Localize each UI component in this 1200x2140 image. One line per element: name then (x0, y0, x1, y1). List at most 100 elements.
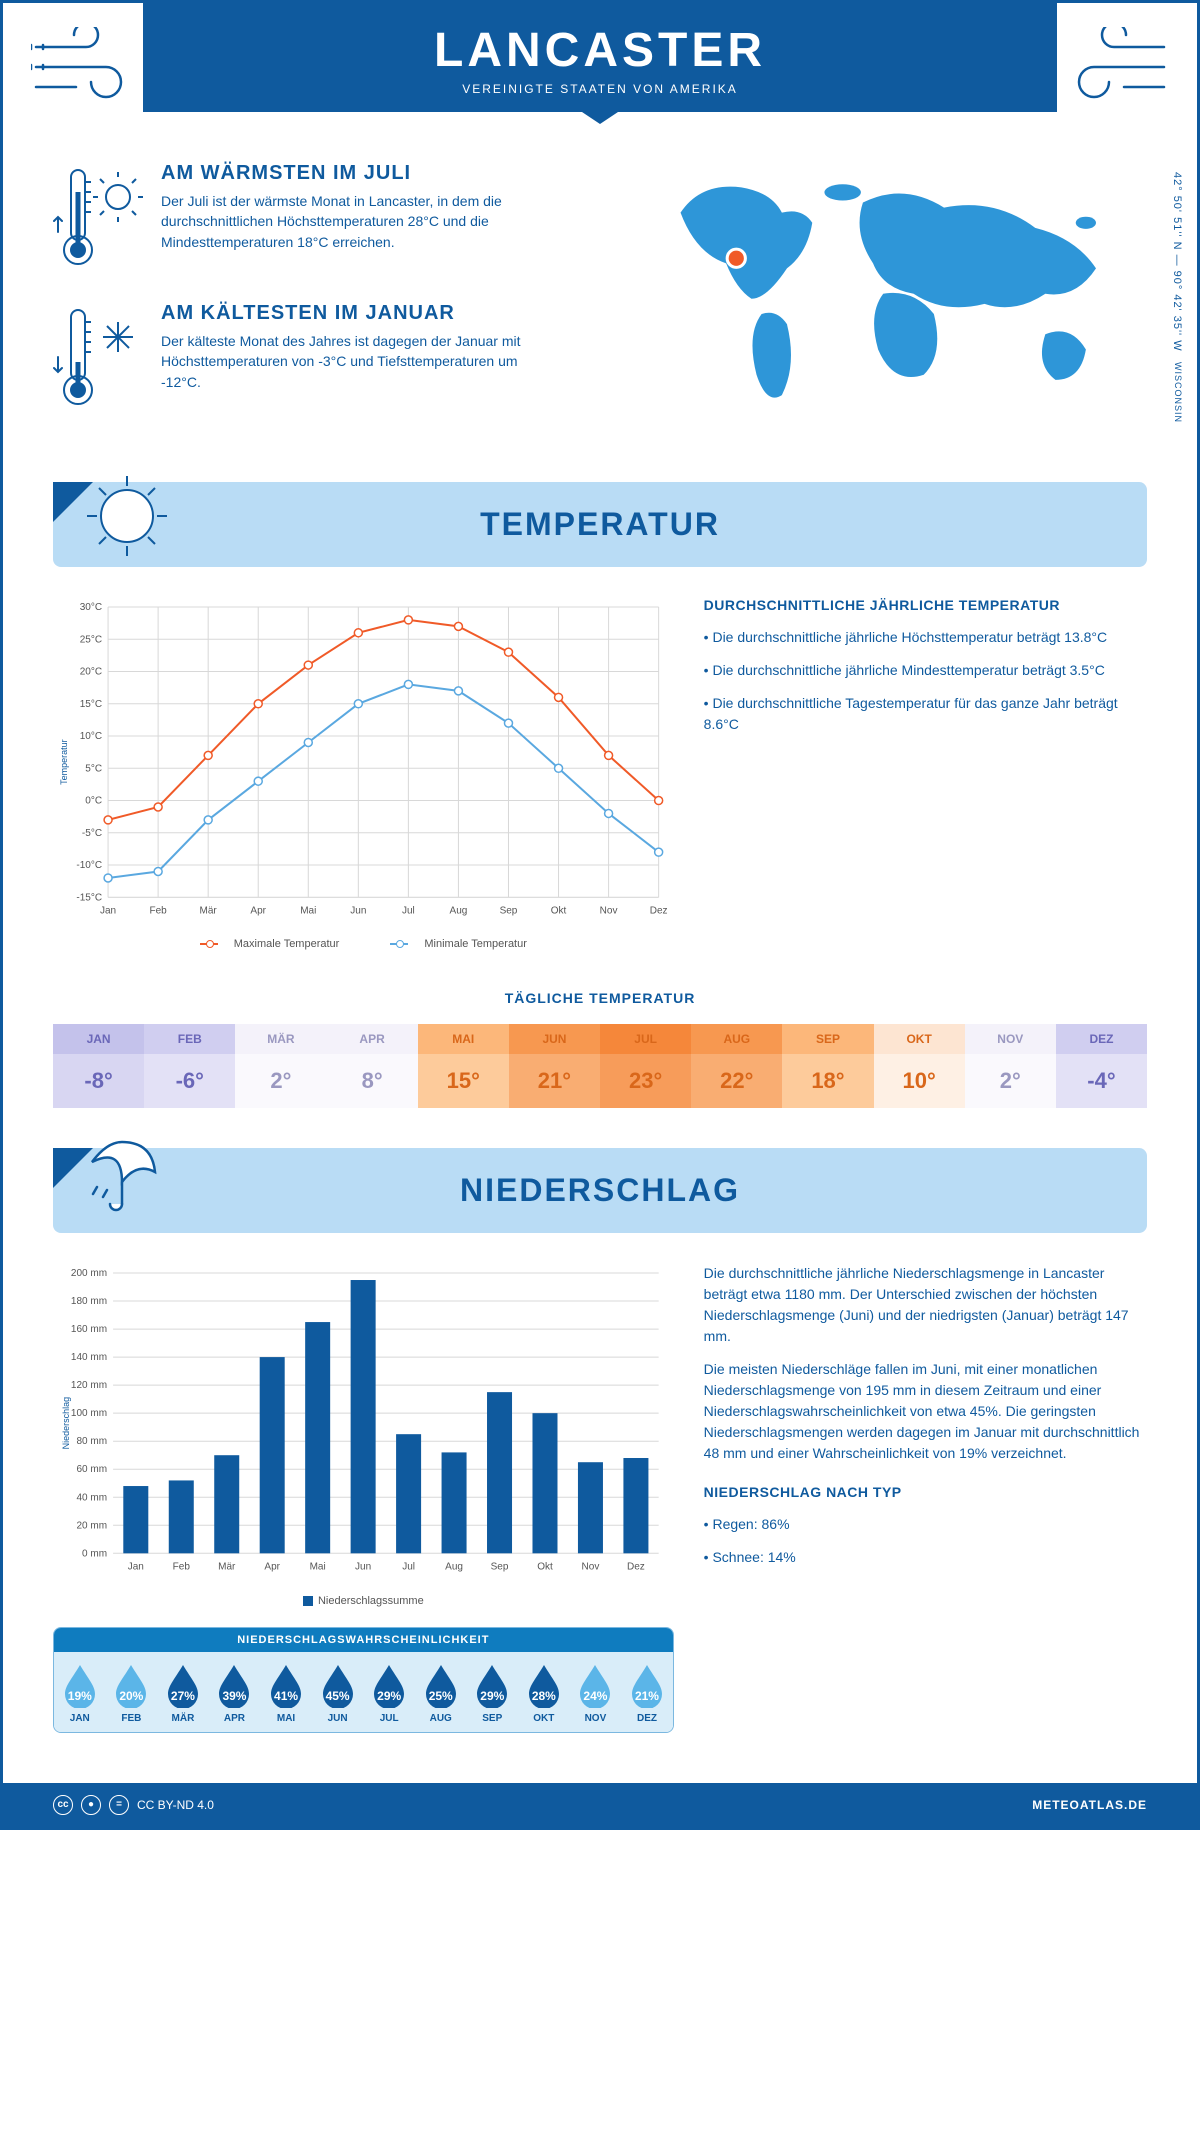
prob-cell: 19%JAN (54, 1652, 106, 1732)
precip-text-2: Die meisten Niederschläge fallen im Juni… (704, 1359, 1147, 1464)
daily-temperature-strip: JAN-8°FEB-6°MÄR2°APR8°MAI15°JUN21°JUL23°… (53, 1024, 1147, 1108)
svg-text:Jul: Jul (402, 905, 415, 916)
svg-text:25°C: 25°C (80, 634, 102, 645)
temperature-title: TEMPERATUR (53, 506, 1147, 543)
temperature-line-chart: -15°C-10°C-5°C0°C5°C10°C15°C20°C25°C30°C… (53, 597, 674, 927)
svg-text:Jan: Jan (100, 905, 116, 916)
svg-text:Jan: Jan (128, 1562, 144, 1573)
precip-text-1: Die durchschnittliche jährliche Niedersc… (704, 1263, 1147, 1347)
prob-cell: 39%APR (209, 1652, 261, 1732)
svg-text:180 mm: 180 mm (71, 1296, 107, 1307)
prob-cell: 25%AUG (415, 1652, 467, 1732)
svg-text:Mär: Mär (218, 1562, 236, 1573)
svg-text:Jun: Jun (350, 905, 366, 916)
precip-probability-panel: NIEDERSCHLAGSWAHRSCHEINLICHKEIT 19%JAN20… (53, 1627, 674, 1733)
svg-text:Feb: Feb (173, 1562, 191, 1573)
svg-text:Temperatur: Temperatur (59, 739, 69, 785)
svg-text:200 mm: 200 mm (71, 1268, 107, 1279)
daily-temp-cell: FEB-6° (144, 1024, 235, 1108)
temp-chart-legend: Maximale Temperatur Minimale Temperatur (53, 938, 674, 950)
daily-temp-cell: JAN-8° (53, 1024, 144, 1108)
prob-cell: 45%JUN (312, 1652, 364, 1732)
coldest-text: Der kälteste Monat des Jahres ist dagege… (161, 331, 561, 392)
header-banner: LANCASTER VEREINIGTE STAATEN VON AMERIKA (143, 3, 1057, 112)
thermometer-sun-icon (53, 162, 143, 272)
daily-temp-cell: APR8° (327, 1024, 418, 1108)
coldest-block: AM KÄLTESTEN IM JANUAR Der kälteste Mona… (53, 302, 610, 412)
svg-text:5°C: 5°C (85, 763, 102, 774)
svg-text:Apr: Apr (264, 1562, 280, 1573)
nd-icon: = (109, 1795, 129, 1815)
svg-text:Mai: Mai (300, 905, 316, 916)
svg-text:Okt: Okt (537, 1562, 553, 1573)
temperature-banner: TEMPERATUR (53, 482, 1147, 567)
precipitation-bar-chart: 0 mm 20 mm 40 mm 60 mm 80 mm 100 mm 120 mm 140 … (53, 1263, 674, 1583)
precip-chart-legend: Niederschlagssumme (53, 1595, 674, 1607)
wind-icon (31, 27, 141, 107)
svg-text:Mär: Mär (200, 905, 218, 916)
daily-temp-cell: AUG22° (691, 1024, 782, 1108)
svg-text:Dez: Dez (650, 905, 668, 916)
site-label: METEOATLAS.DE (1032, 1798, 1147, 1812)
svg-text:30°C: 30°C (80, 602, 102, 613)
svg-text:Jun: Jun (355, 1562, 371, 1573)
svg-text:120 mm: 120 mm (71, 1380, 107, 1391)
svg-text:0 mm: 0 mm (82, 1549, 107, 1560)
prob-cell: 29%JUL (363, 1652, 415, 1732)
page-subtitle: VEREINIGTE STAATEN VON AMERIKA (143, 82, 1057, 96)
daily-temp-cell: JUN21° (509, 1024, 600, 1108)
svg-text:80 mm: 80 mm (76, 1437, 107, 1448)
prob-cell: 29%SEP (467, 1652, 519, 1732)
temp-bullet-1: • Die durchschnittliche jährliche Höchst… (704, 627, 1147, 648)
state-label: WISCONSIN (1173, 362, 1183, 423)
by-icon: ● (81, 1795, 101, 1815)
coordinates-label: 42° 50' 51'' N — 90° 42' 35'' W (1171, 172, 1183, 352)
prob-cell: 41%MAI (260, 1652, 312, 1732)
daily-temp-cell: DEZ-4° (1056, 1024, 1147, 1108)
temp-bullet-2: • Die durchschnittliche jährliche Mindes… (704, 660, 1147, 681)
svg-text:40 mm: 40 mm (76, 1493, 107, 1504)
svg-text:-5°C: -5°C (82, 828, 102, 839)
svg-text:Feb: Feb (150, 905, 168, 916)
prob-cell: 20%FEB (106, 1652, 158, 1732)
warmest-title: AM WÄRMSTEN IM JULI (161, 162, 561, 185)
license-label: CC BY-ND 4.0 (137, 1798, 214, 1812)
svg-text:60 mm: 60 mm (76, 1465, 107, 1476)
precip-type-title: NIEDERSCHLAG NACH TYP (704, 1484, 1147, 1500)
svg-text:100 mm: 100 mm (71, 1409, 107, 1420)
svg-text:Nov: Nov (582, 1562, 600, 1573)
daily-temp-title: TÄGLICHE TEMPERATUR (3, 990, 1197, 1006)
wind-icon (1059, 27, 1169, 107)
daily-temp-cell: MAI15° (418, 1024, 509, 1108)
svg-text:140 mm: 140 mm (71, 1352, 107, 1363)
svg-text:Mai: Mai (310, 1562, 326, 1573)
warmest-text: Der Juli ist der wärmste Monat in Lancas… (161, 191, 561, 252)
thermometer-snow-icon (53, 302, 143, 412)
precipitation-title: NIEDERSCHLAG (53, 1172, 1147, 1209)
warmest-block: AM WÄRMSTEN IM JULI Der Juli ist der wär… (53, 162, 610, 272)
umbrella-icon (77, 1132, 167, 1222)
prob-cell: 27%MÄR (157, 1652, 209, 1732)
svg-text:15°C: 15°C (80, 699, 102, 710)
prob-title: NIEDERSCHLAGSWAHRSCHEINLICHKEIT (54, 1628, 673, 1652)
precip-type-rain: • Regen: 86% (704, 1514, 1147, 1535)
daily-temp-cell: MÄR2° (235, 1024, 326, 1108)
prob-cell: 24%NOV (570, 1652, 622, 1732)
svg-text:Aug: Aug (450, 905, 468, 916)
svg-text:Sep: Sep (491, 1562, 509, 1573)
svg-text:-10°C: -10°C (76, 860, 102, 871)
svg-text:20°C: 20°C (80, 667, 102, 678)
precipitation-banner: NIEDERSCHLAG (53, 1148, 1147, 1233)
temp-bullet-3: • Die durchschnittliche Tagestemperatur … (704, 693, 1147, 735)
footer: cc ● = CC BY-ND 4.0 METEOATLAS.DE (3, 1783, 1197, 1827)
sun-icon (77, 466, 177, 566)
svg-text:20 mm: 20 mm (76, 1521, 107, 1532)
svg-text:Aug: Aug (445, 1562, 463, 1573)
svg-text:0°C: 0°C (85, 796, 102, 807)
svg-text:-15°C: -15°C (76, 892, 102, 903)
svg-text:Nov: Nov (600, 905, 618, 916)
cc-icon: cc (53, 1795, 73, 1815)
coldest-title: AM KÄLTESTEN IM JANUAR (161, 302, 561, 325)
svg-text:Jul: Jul (402, 1562, 415, 1573)
prob-cell: 28%OKT (518, 1652, 570, 1732)
